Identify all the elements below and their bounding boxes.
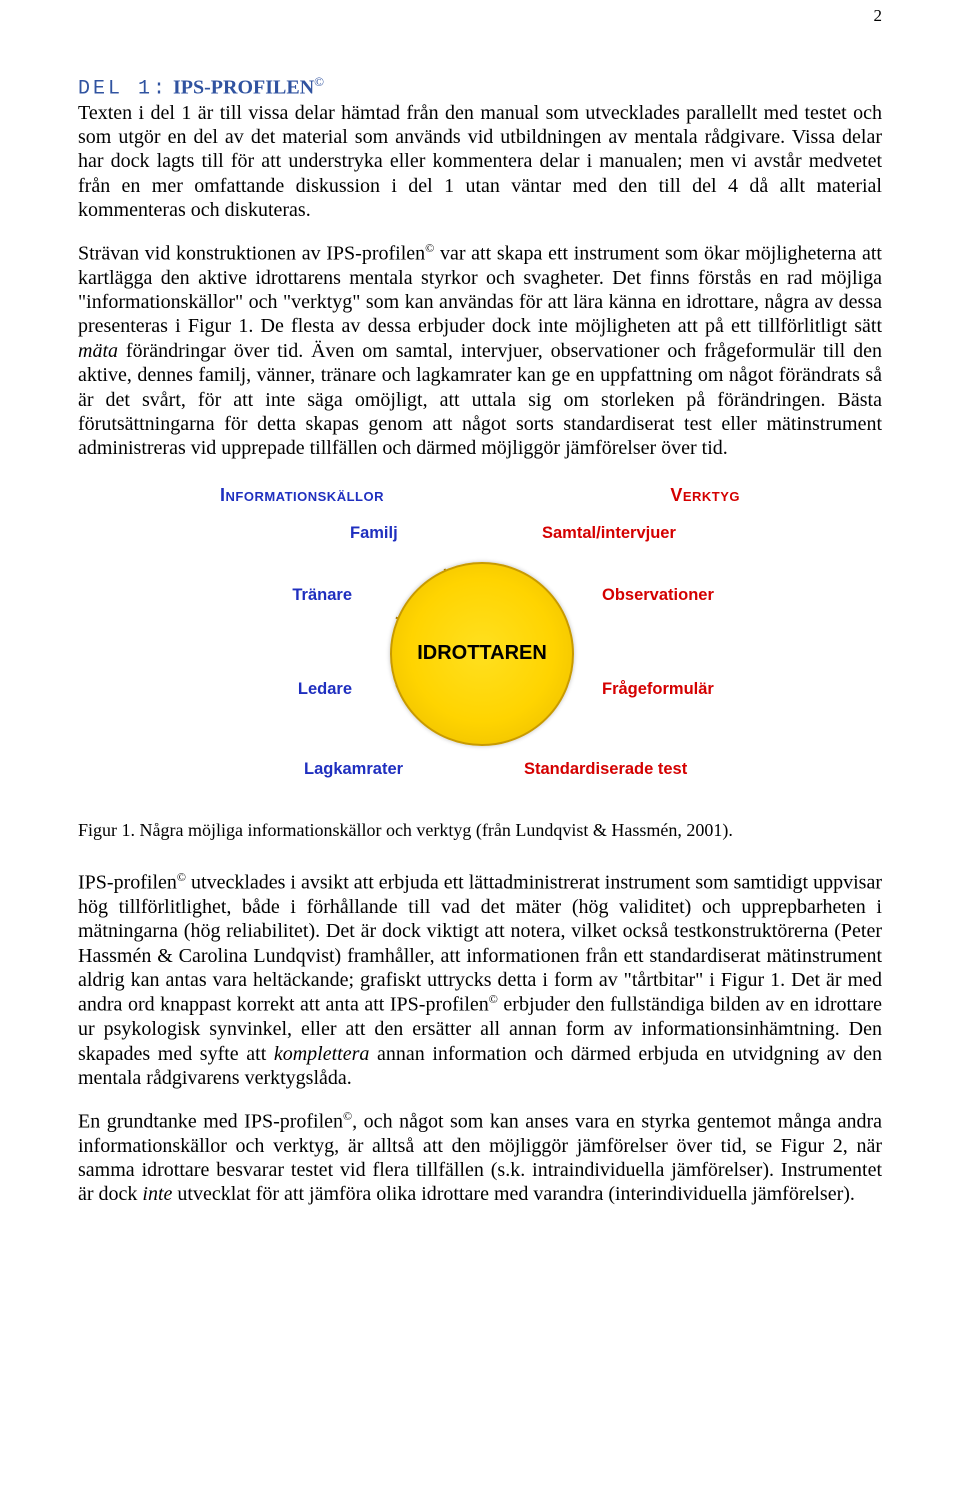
heading-title: IPS-PROFILEN <box>173 77 314 99</box>
diagram-circle: IDROTTAREN <box>390 562 574 746</box>
paragraph-2: Strävan vid konstruktionen av IPS-profil… <box>78 241 882 461</box>
p2-em: mäta <box>78 340 118 362</box>
p4-a: En grundtanke med IPS-profilen <box>78 1110 343 1132</box>
copyright-mark: © <box>489 992 498 1006</box>
left-label-1: Tränare <box>292 586 352 605</box>
left-label-3: Lagkamrater <box>304 760 403 779</box>
p4-em: inte <box>142 1183 172 1205</box>
heading-sup: © <box>314 74 324 89</box>
left-label-2: Ledare <box>298 680 352 699</box>
p2-d: förändringar över tid. Även om samtal, i… <box>78 340 882 460</box>
copyright-mark: © <box>425 241 434 255</box>
right-label-0: Samtal/intervjuer <box>542 524 676 543</box>
copyright-mark: © <box>177 870 186 884</box>
paragraph-3: IPS-profilen© utvecklades i avsikt att e… <box>78 870 882 1091</box>
paragraph-1: Texten i del 1 är till vissa delar hämta… <box>78 101 882 223</box>
paragraph-4: En grundtanke med IPS-profilen©, och någ… <box>78 1109 882 1207</box>
figure-1: Informationskällor Verktyg IDROTTAREN Fa… <box>220 485 740 792</box>
p4-d: utvecklat för att jämföra olika idrottar… <box>172 1183 855 1205</box>
diagram-center-label: IDROTTAREN <box>417 642 547 665</box>
page-number: 2 <box>874 6 883 26</box>
diagram-headings: Informationskällor Verktyg <box>220 485 740 506</box>
p3-em: komplettera <box>274 1043 370 1065</box>
figure-caption: Figur 1. Några möjliga informationskällo… <box>78 820 882 842</box>
page: 2 DEL 1: IPS-PROFILEN© Texten i del 1 är… <box>0 0 960 1488</box>
diagram-body: IDROTTAREN Familj Tränare Ledare Lagkamr… <box>220 512 740 792</box>
diagram-heading-left: Informationskällor <box>220 485 384 506</box>
heading: DEL 1: IPS-PROFILEN© <box>78 74 882 101</box>
right-label-1: Observationer <box>602 586 714 605</box>
p3-a: IPS-profilen <box>78 871 177 893</box>
copyright-mark: © <box>343 1109 352 1123</box>
diagram-heading-right: Verktyg <box>670 485 740 506</box>
p2-a: Strävan vid konstruktionen av IPS-profil… <box>78 242 425 264</box>
right-label-3: Standardiserade test <box>524 760 687 779</box>
left-label-0: Familj <box>350 524 398 543</box>
heading-prefix: DEL 1: <box>78 78 168 101</box>
right-label-2: Frågeformulär <box>602 680 714 699</box>
